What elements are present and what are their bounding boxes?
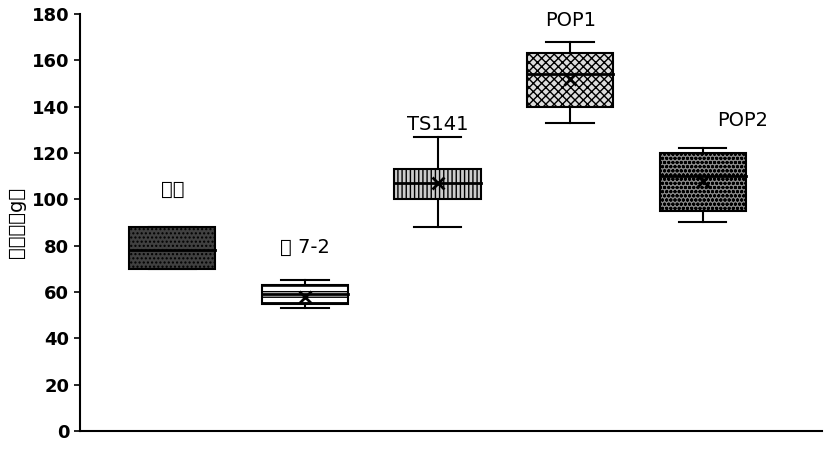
Bar [129, 227, 215, 269]
Text: TS141: TS141 [407, 115, 468, 134]
Bar [659, 153, 745, 211]
Bar [527, 53, 613, 106]
Text: 廠黄: 廠黄 [161, 180, 184, 199]
Text: 昌 7-2: 昌 7-2 [280, 238, 330, 257]
Bar [262, 285, 348, 304]
Y-axis label: 单穗重（g）: 单穗重（g） [7, 187, 26, 258]
Bar [394, 169, 480, 199]
Text: POP2: POP2 [716, 111, 767, 130]
Text: POP1: POP1 [544, 11, 595, 30]
